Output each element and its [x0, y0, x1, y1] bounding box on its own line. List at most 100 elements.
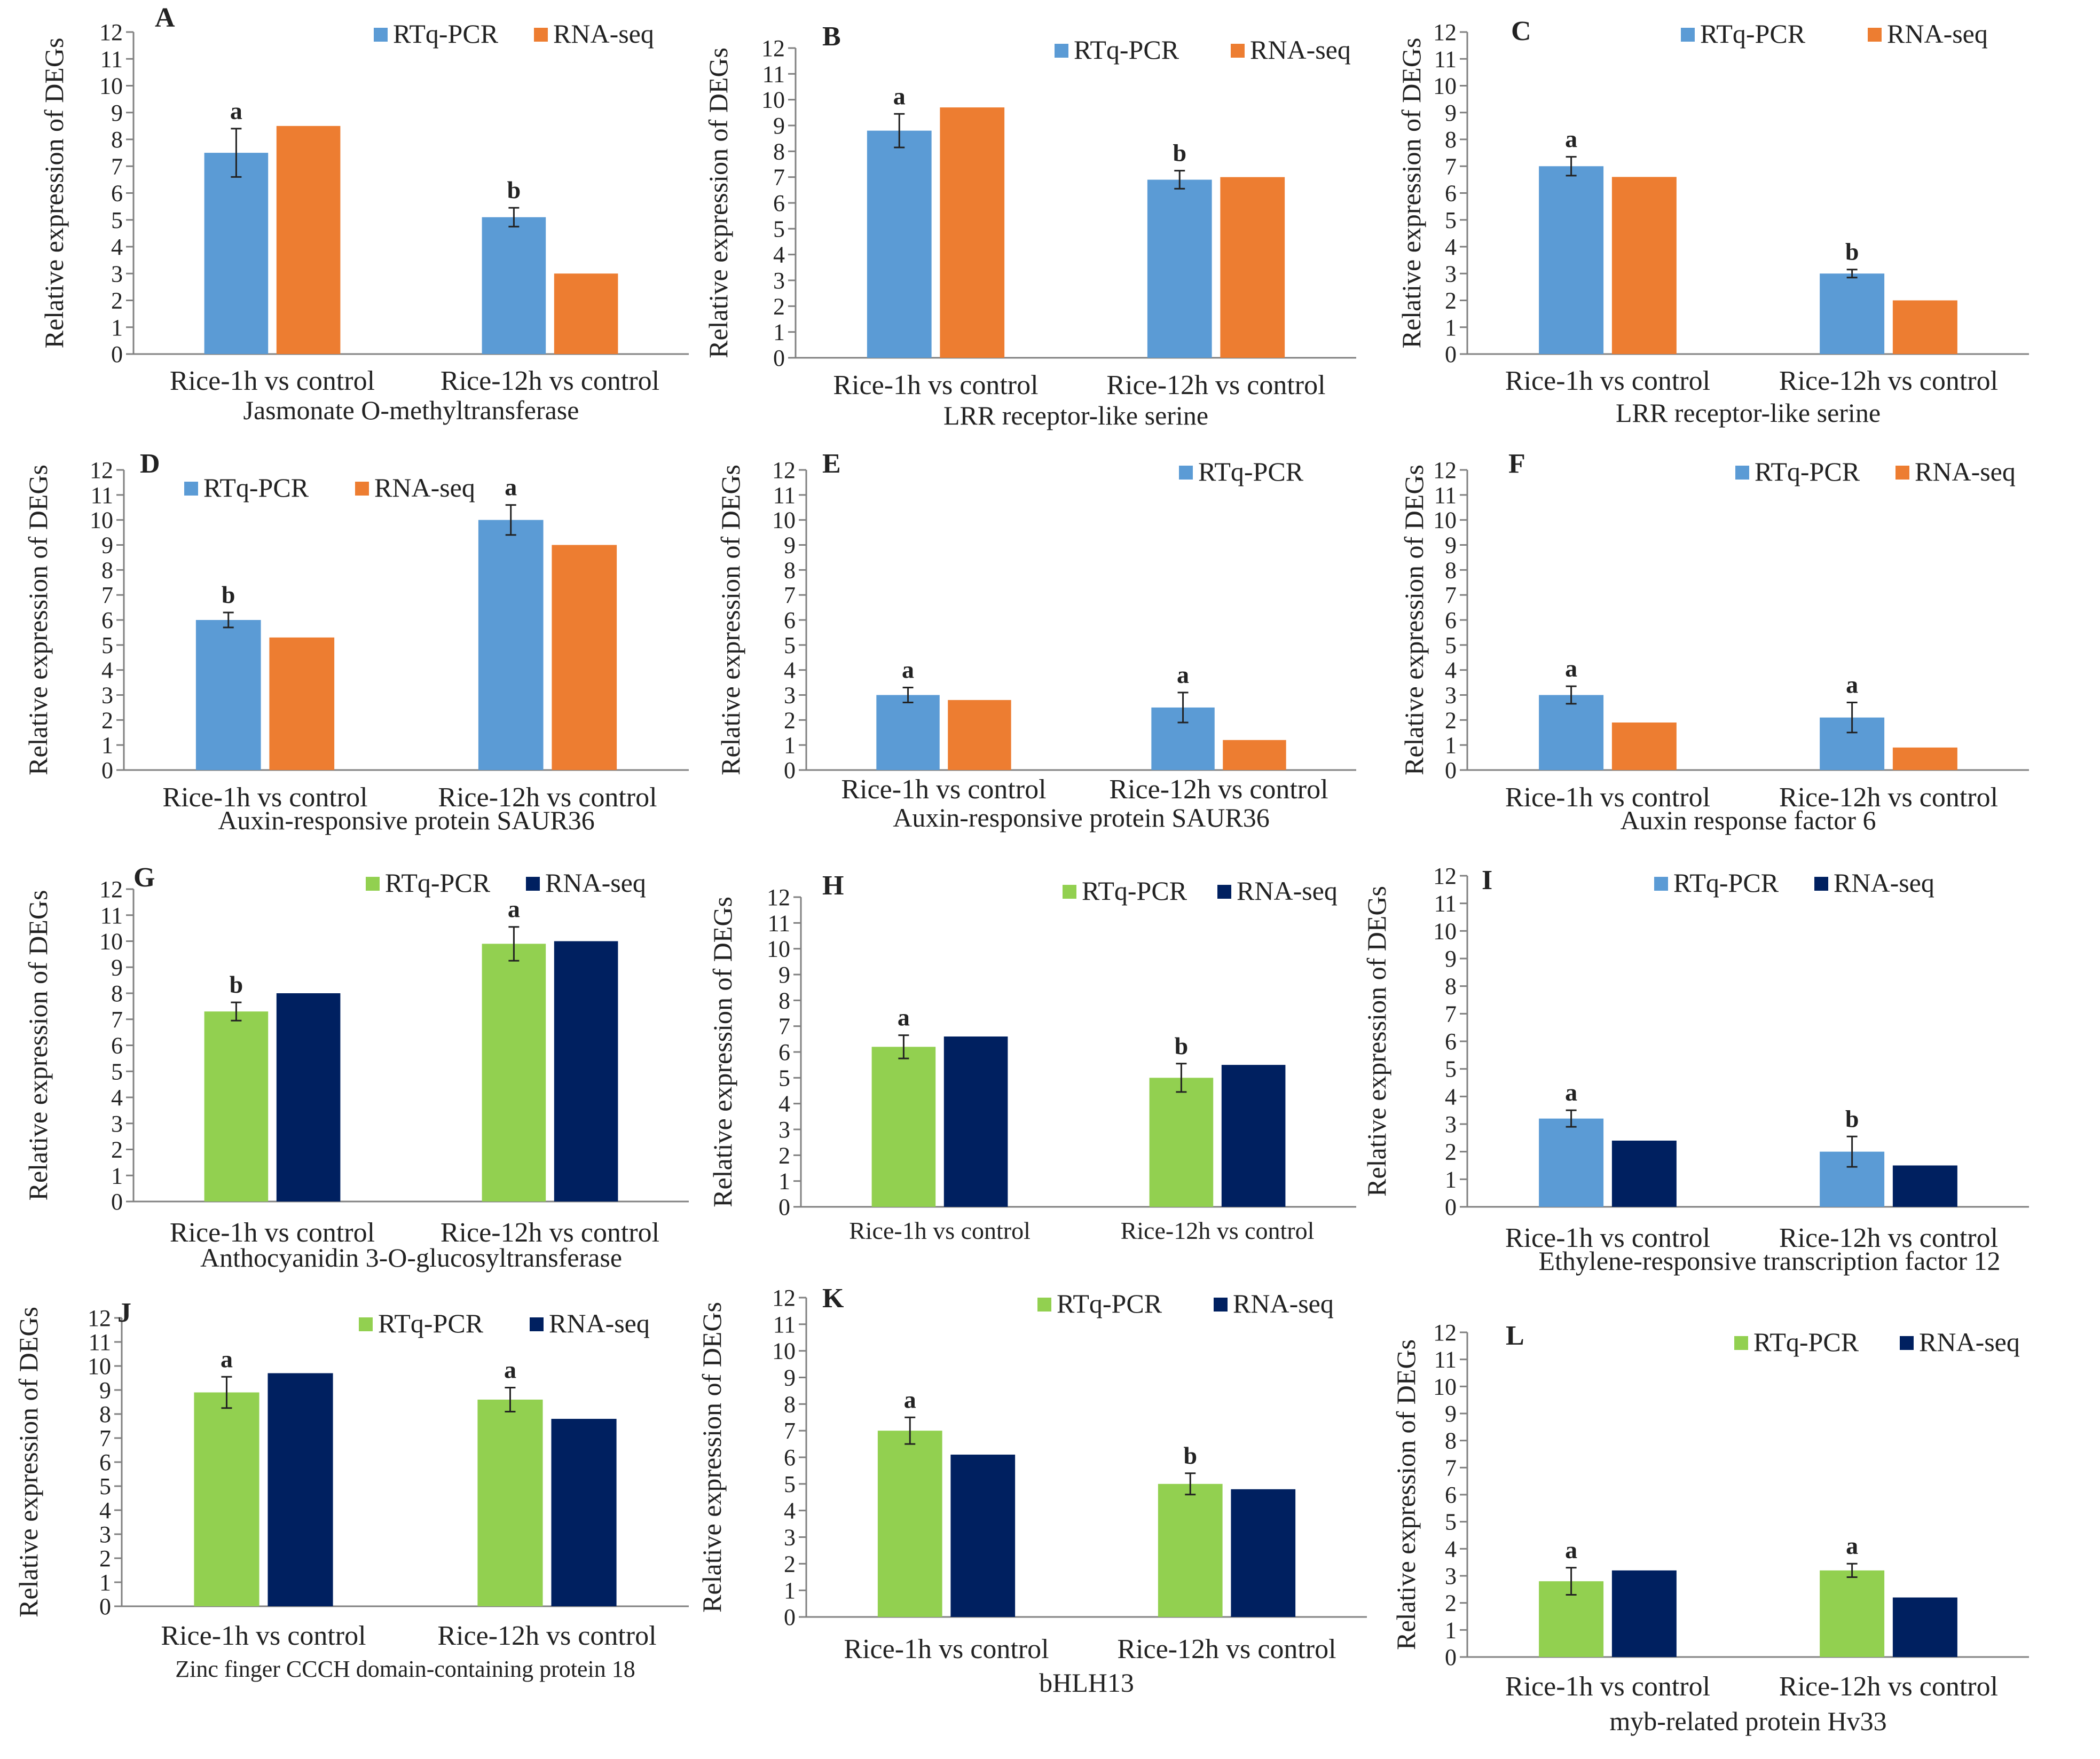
- y-tick-label: 12: [1433, 457, 1457, 483]
- y-tick-label: 12: [1433, 19, 1457, 45]
- bar-rna-seq-1: [1611, 177, 1677, 354]
- y-axis-label: Relative expression of DEGs: [13, 1307, 43, 1617]
- panel-label: I: [1482, 865, 1492, 896]
- y-tick-label: 3: [1445, 1111, 1457, 1137]
- category-label: Rice-1h vs control: [1505, 782, 1710, 813]
- bar-rtq-pcr-1: [871, 1047, 936, 1207]
- y-tick-label: 8: [784, 1391, 796, 1417]
- y-tick-label: 7: [111, 153, 123, 179]
- y-tick-label: 0: [778, 1194, 790, 1220]
- y-tick-label: 2: [101, 707, 113, 733]
- y-tick-label: 6: [101, 607, 113, 633]
- y-tick-label: 5: [784, 1471, 796, 1497]
- y-tick-label: 2: [1445, 1139, 1457, 1165]
- significance-letter: b: [1175, 1032, 1189, 1059]
- category-label: Rice-12h vs control: [1779, 1671, 1998, 1702]
- y-tick-label: 4: [1445, 657, 1457, 684]
- y-tick-label: 6: [778, 1039, 790, 1065]
- significance-letter: a: [505, 474, 517, 501]
- y-tick-label: 8: [101, 557, 113, 583]
- bar-rna-seq-1: [276, 125, 341, 354]
- y-tick-label: 1: [778, 1168, 790, 1195]
- y-tick-label: 0: [773, 345, 785, 371]
- significance-letter: b: [230, 971, 243, 998]
- y-tick-label: 6: [99, 1449, 111, 1475]
- y-tick-label: 12: [90, 457, 113, 483]
- y-tick-label: 12: [99, 876, 123, 902]
- panel-label: D: [140, 449, 160, 479]
- bar-rna-seq-2: [1892, 1165, 1957, 1207]
- legend-label: RTq-PCR: [1082, 876, 1187, 906]
- y-tick-label: 5: [99, 1473, 111, 1499]
- bar-rtq-pcr-1: [194, 1392, 259, 1606]
- y-tick-label: 2: [1445, 288, 1457, 314]
- bar-rna-seq-1: [1611, 1570, 1677, 1657]
- y-tick-label: 12: [88, 1305, 111, 1331]
- y-tick-label: 5: [111, 1058, 123, 1085]
- y-tick-label: 1: [111, 1163, 123, 1189]
- bar-rna-seq-2: [1220, 177, 1285, 358]
- y-tick-label: 10: [761, 87, 785, 113]
- significance-letter: b: [507, 176, 521, 203]
- y-tick-label: 10: [1433, 1373, 1457, 1400]
- y-tick-label: 4: [99, 1497, 111, 1524]
- legend-label: RNA-seq: [1233, 1289, 1334, 1318]
- bar-rna-seq-2: [1892, 747, 1957, 770]
- bar-rtq-pcr-2: [1147, 179, 1212, 358]
- y-tick-label: 10: [90, 507, 113, 533]
- legend-label: RNA-seq: [1250, 35, 1351, 65]
- y-tick-label: 1: [1445, 1617, 1457, 1643]
- y-tick-label: 2: [1445, 1590, 1457, 1616]
- y-tick-label: 3: [111, 1111, 123, 1137]
- y-tick-label: 0: [784, 1604, 796, 1630]
- y-tick-label: 5: [784, 632, 796, 658]
- y-tick-label: 3: [1445, 682, 1457, 709]
- x-axis-label: bHLH13: [1039, 1668, 1134, 1698]
- significance-letter: a: [1846, 1532, 1858, 1559]
- legend-label: RTq-PCR: [378, 1308, 484, 1338]
- category-label: Rice-12h vs control: [1121, 1217, 1315, 1244]
- y-tick-label: 10: [99, 929, 123, 955]
- category-label: Rice-1h vs control: [1505, 366, 1710, 396]
- y-tick-label: 1: [773, 319, 785, 345]
- y-axis-label: Relative expression of DEGs: [703, 48, 733, 358]
- y-tick-label: 6: [784, 1444, 796, 1471]
- y-tick-label: 8: [111, 980, 123, 1007]
- significance-letter: a: [1565, 1079, 1577, 1106]
- y-axis-label: Relative expression of DEGs: [697, 1302, 727, 1613]
- y-tick-label: 8: [773, 138, 785, 164]
- legend-swatch: [1868, 28, 1882, 42]
- bar-rtq-pcr-2: [1820, 1570, 1885, 1657]
- y-tick-label: 2: [111, 288, 123, 314]
- y-tick-label: 0: [1445, 1644, 1457, 1670]
- y-tick-label: 4: [111, 1085, 123, 1111]
- y-tick-label: 5: [1445, 632, 1457, 658]
- y-tick-label: 4: [1445, 234, 1457, 260]
- bar-rna-seq-2: [551, 1419, 617, 1606]
- y-axis-label: Relative expression of DEGs: [1362, 886, 1391, 1197]
- y-tick-label: 3: [784, 1525, 796, 1551]
- y-tick-label: 9: [778, 962, 790, 988]
- y-tick-label: 8: [1445, 127, 1457, 153]
- legend-label: RTq-PCR: [203, 473, 309, 502]
- y-tick-label: 3: [1445, 261, 1457, 287]
- x-axis-label: Auxin-responsive protein SAUR36: [218, 805, 595, 835]
- bar-rtq-pcr-2: [482, 944, 546, 1202]
- y-tick-label: 7: [784, 582, 796, 608]
- y-tick-label: 9: [111, 954, 123, 980]
- y-tick-label: 6: [773, 190, 785, 216]
- y-tick-label: 1: [101, 732, 113, 758]
- category-label: Rice-12h vs control: [441, 366, 659, 396]
- panel-label: G: [133, 862, 155, 893]
- legend-label: RTq-PCR: [1700, 19, 1806, 49]
- category-label: Rice-12h vs control: [1109, 774, 1328, 805]
- bar-rtq-pcr-2: [478, 520, 544, 770]
- bar-rna-seq-2: [1221, 1065, 1286, 1207]
- y-tick-label: 12: [767, 884, 790, 910]
- bar-rna-seq-1: [268, 1373, 333, 1606]
- y-tick-label: 5: [778, 1065, 790, 1091]
- bar-rtq-pcr-2: [1149, 1078, 1214, 1207]
